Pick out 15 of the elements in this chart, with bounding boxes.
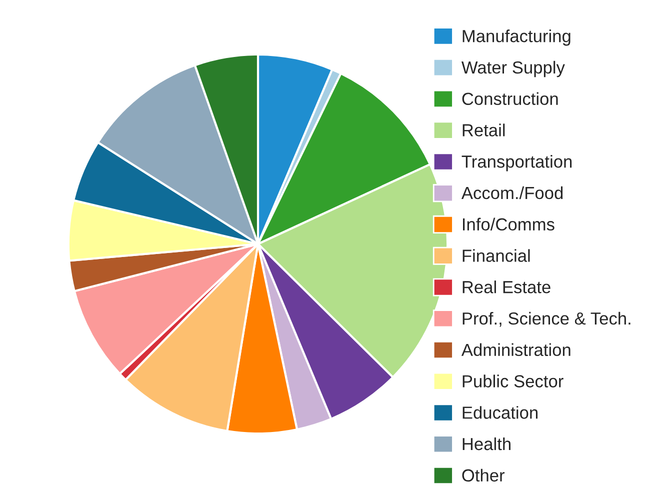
legend-label: Manufacturing [462,30,570,46]
legend-label: Retail [462,124,505,136]
legend-label: Water Supply [461,60,565,78]
legend-label: Public Sector [462,374,564,388]
legend-label: Administration [461,343,570,356]
legend-label: Financial [462,249,530,262]
legend-label: Transportation [462,155,572,172]
legend-label: Info/Comms [463,218,554,231]
legend-label: Real Estate [462,280,550,294]
legend-label: Education [462,406,538,419]
legend-label: Prof., Science & Tech. [462,312,630,327]
legend-label: Other [462,468,505,482]
legend-label: Accom./Food [461,186,563,200]
legend-label: Construction [462,92,558,106]
legend-label: Health [462,437,510,450]
